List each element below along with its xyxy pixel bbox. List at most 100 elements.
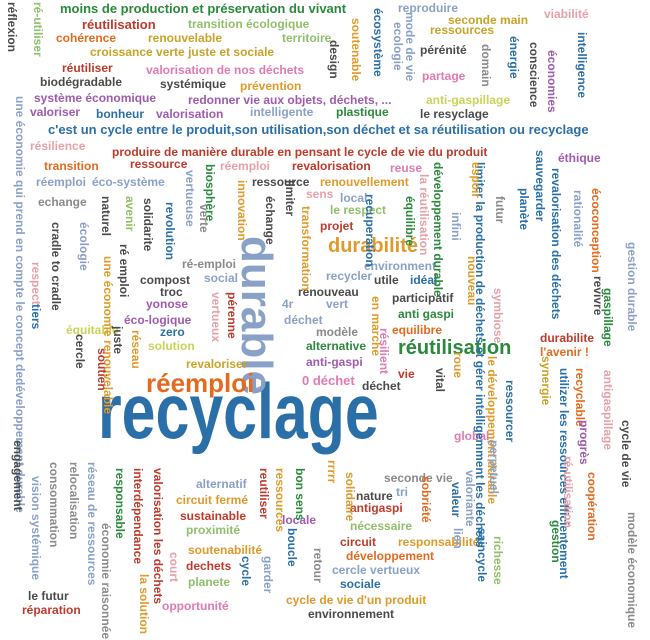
- cloud-word: nécessaire: [350, 519, 413, 533]
- cloud-word: boucle: [285, 528, 299, 567]
- cloud-word: participatif: [392, 291, 454, 305]
- cloud-word: recyclage: [98, 367, 379, 455]
- cloud-word: solidarite: [141, 198, 155, 252]
- cloud-word: proximité: [186, 523, 241, 537]
- cloud-word: global: [454, 429, 490, 443]
- cloud-word: renouvelable: [148, 31, 223, 45]
- cloud-word: vertueux: [209, 292, 223, 343]
- cloud-word: économie raisonnée: [99, 522, 113, 639]
- cloud-word: 0 déchet: [302, 373, 355, 388]
- cloud-word: ré-utilisation: [561, 456, 575, 529]
- cloud-word: respect: [29, 262, 43, 305]
- cloud-word: le resyclage: [420, 107, 489, 121]
- cloud-word: le futur: [28, 589, 69, 603]
- cloud-word: produire de manière durable en pensant l…: [112, 145, 488, 159]
- cloud-word: environnement: [308, 607, 395, 621]
- cloud-word: cercle: [73, 334, 87, 369]
- cloud-word: transition écologique: [188, 17, 310, 31]
- cloud-word: rationalité: [571, 190, 585, 248]
- cloud-word: anti-gaspillage: [426, 93, 511, 107]
- cloud-word: sens: [306, 187, 334, 201]
- cloud-word: réemploi: [220, 159, 271, 173]
- cloud-word: ré-emploi: [182, 257, 237, 271]
- cloud-word: réutiliser: [62, 61, 113, 75]
- cloud-word: système économique: [34, 91, 157, 105]
- cloud-word: revolution: [163, 202, 177, 261]
- cloud-word: revaloriser: [186, 357, 248, 371]
- cloud-word: ré-utiliser: [31, 2, 45, 57]
- cloud-word: développement durable: [431, 162, 445, 297]
- cloud-word: locale: [282, 513, 317, 527]
- cloud-word: cradle to cradle: [49, 222, 63, 311]
- cloud-word: utile: [374, 273, 399, 287]
- cloud-word: reproduire: [398, 1, 459, 15]
- cloud-word: social: [204, 271, 239, 285]
- cloud-word: consommation: [47, 462, 61, 548]
- cloud-word: progrès: [577, 420, 591, 465]
- cloud-word: domain: [479, 44, 493, 87]
- cloud-word: zero: [160, 325, 185, 339]
- cloud-word: responsabilité: [398, 535, 480, 549]
- cloud-word: ecologie: [391, 22, 405, 71]
- cloud-word: nouveau: [465, 256, 479, 306]
- cloud-word: cycle: [239, 556, 253, 587]
- cloud-word: seconde main: [448, 13, 529, 27]
- cloud-word: engagement: [11, 440, 25, 511]
- cloud-word: environment: [364, 259, 437, 273]
- cloud-word: redonner vie aux objets, déchets, ...: [188, 93, 392, 107]
- cloud-word: pérenne: [225, 292, 239, 339]
- cloud-word: équitable: [66, 323, 119, 337]
- cloud-word: renouveau: [298, 285, 359, 299]
- cloud-word: saincycle: [475, 528, 489, 583]
- cloud-word: réparation: [22, 603, 81, 617]
- cloud-word: pérénité: [420, 43, 467, 57]
- cloud-word: valorisation les déchets: [151, 468, 165, 605]
- cloud-word: nature: [356, 489, 393, 503]
- cloud-word: l'avenir !: [540, 345, 589, 359]
- cloud-word: tri: [396, 485, 408, 499]
- cloud-word: cycle de vie d'un produit: [286, 593, 427, 607]
- cloud-word: design: [327, 40, 341, 79]
- cloud-word: transformation: [299, 206, 313, 291]
- cloud-word: intelligente: [250, 105, 314, 119]
- cloud-word: la réutilisation: [417, 174, 431, 256]
- cloud-word: recuperation: [363, 194, 377, 267]
- cloud-word: cohérence: [56, 31, 117, 45]
- cloud-word: cercle vertueux: [332, 563, 421, 577]
- cloud-word: garder: [261, 556, 275, 594]
- cloud-word: modèle: [316, 325, 359, 339]
- cloud-word: valoriser: [30, 105, 81, 119]
- cloud-word: vital: [433, 368, 447, 393]
- cloud-word: écoconception: [589, 188, 603, 273]
- cloud-word: solidaire: [343, 472, 357, 522]
- cloud-word: réflexion: [5, 2, 19, 53]
- cloud-word: déchet: [284, 313, 323, 327]
- cloud-word: reutiliser: [257, 468, 271, 519]
- cloud-word: cycle de vie: [619, 420, 633, 488]
- cloud-word: éco-logique: [124, 313, 192, 327]
- cloud-word: énergie: [507, 36, 521, 79]
- cloud-word: vision systémique: [29, 476, 43, 581]
- cloud-word: circuit: [340, 535, 377, 549]
- cloud-word: valorisation: [156, 107, 224, 121]
- cloud-word: valorisation de nos déchets: [146, 63, 305, 77]
- cloud-word: biodégradable: [40, 75, 123, 89]
- cloud-word: ré emploi: [117, 244, 131, 298]
- cloud-word: lien: [451, 528, 465, 549]
- cloud-word: solution: [148, 339, 195, 353]
- cloud-word: bon sens: [293, 468, 307, 521]
- cloud-word: vertueuse: [183, 170, 197, 227]
- cloud-word: dechets: [186, 559, 232, 573]
- cloud-word: durabilité: [328, 235, 419, 257]
- cloud-word: sobriété: [419, 476, 433, 523]
- cloud-word: futur: [493, 196, 507, 224]
- cloud-word: anti gaspi: [398, 307, 455, 321]
- cloud-word: ressources: [273, 468, 287, 533]
- cloud-word: compost: [140, 273, 191, 287]
- cloud-word: réseau: [129, 330, 143, 369]
- cloud-word: systémique: [160, 77, 227, 91]
- cloud-word: tiers: [29, 304, 43, 330]
- cloud-word: croissance verte juste et sociale: [90, 45, 275, 59]
- cloud-word: verte: [197, 204, 211, 233]
- cloud-word: recycler: [326, 269, 373, 283]
